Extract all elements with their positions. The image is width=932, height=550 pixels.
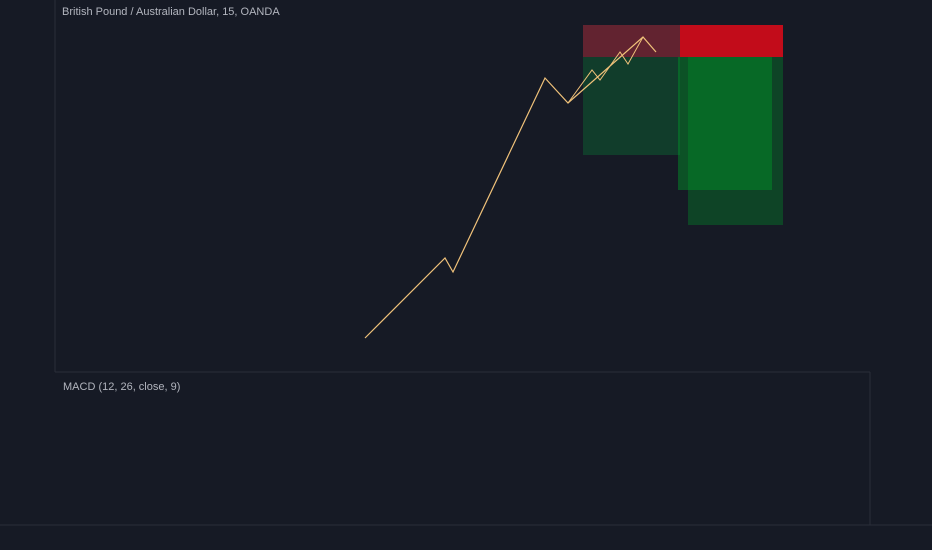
target-zone bbox=[583, 57, 680, 155]
target-zone bbox=[688, 57, 783, 225]
stop-zone bbox=[583, 25, 680, 57]
stop-zone bbox=[680, 25, 783, 57]
chart-title: British Pound / Australian Dollar, 15, O… bbox=[62, 6, 280, 18]
indicator-title: MACD (12, 26, close, 9) bbox=[63, 381, 180, 393]
target-zone bbox=[678, 57, 772, 190]
wave-line bbox=[567, 36, 644, 104]
